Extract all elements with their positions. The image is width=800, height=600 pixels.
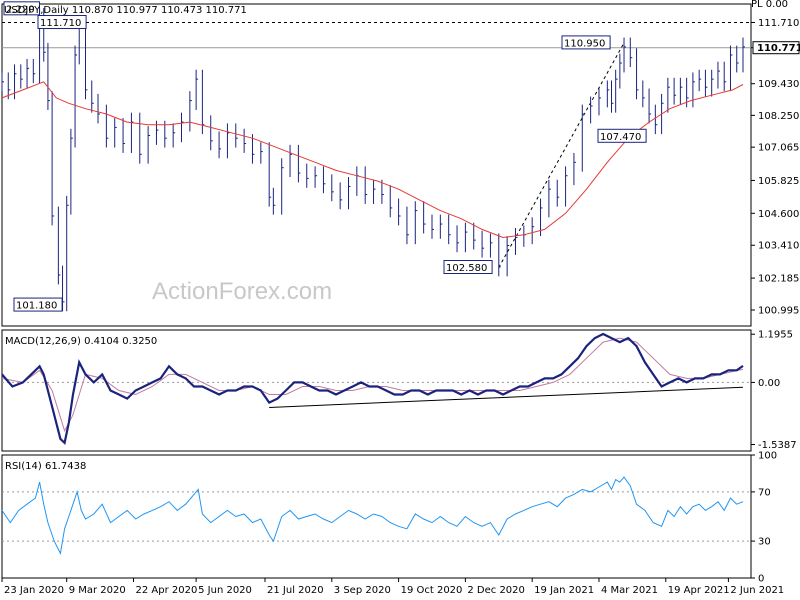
current-price-box <box>752 41 800 55</box>
macd-signal-line <box>1 337 744 433</box>
y-tick-label: 109.430 <box>758 79 799 90</box>
rsi-line <box>1 476 744 555</box>
x-tick-label: 9 Mar 2020 <box>69 585 126 596</box>
y-tick-label: 1.1955 <box>758 330 793 341</box>
rsi-title: RSI(14) 61.7438 <box>5 461 86 472</box>
x-axis: 23 Jan 2020 9 Mar 2020 22 Apr 2020 5 Jun 20… <box>1 578 784 596</box>
price-annotation-label: 107.470 <box>600 132 641 143</box>
x-tick-label: 21 Jul 2020 <box>267 585 324 596</box>
y-tick-label: 104.600 <box>758 209 799 220</box>
panel-frame <box>1 454 752 579</box>
price-annotation-label: 101.180 <box>16 301 57 312</box>
y-tick-label: 107.065 <box>758 143 799 154</box>
rsi-panel: 100 70 30 0 RSI(14) 61.7438 <box>1 451 777 585</box>
y-tick-label: 100 <box>758 451 777 462</box>
y-tick-label: 111.710 <box>758 18 799 29</box>
macd-trend-line <box>269 386 744 408</box>
macd-panel: 1.1955 0.00 -1.5387 MACD(12,26,9) 0.4104 0.… <box>1 329 797 452</box>
y-tick-label: 108.250 <box>758 111 799 122</box>
y-tick-label: 0 <box>758 574 764 585</box>
price-annotation-label: 2.220 <box>6 4 35 15</box>
price-panel: 111.710 110.771 109.430 108.250 107.065 105.8… <box>1 1 800 327</box>
panel-frame <box>1 329 752 452</box>
price-annotation-box <box>597 128 647 143</box>
y-tick-label: 103.410 <box>758 241 799 252</box>
price-annotation-label: 110.950 <box>564 38 605 49</box>
price-annotation-box <box>13 297 63 312</box>
current-price-label: 110.771 <box>757 43 800 54</box>
price-annotation-label: 102.580 <box>446 263 487 274</box>
x-tick-label: 19 Jan 2021 <box>534 585 594 596</box>
corner-tag: PL 0.00 <box>751 0 788 10</box>
x-tick-label: 5 Jun 2020 <box>198 585 252 596</box>
x-tick-label: 23 Jan 2020 <box>4 585 64 596</box>
macd-title: MACD(12,26,9) 0.4104 0.3250 <box>5 336 157 347</box>
y-tick-label: 105.825 <box>758 176 799 187</box>
x-tick-label: 4 Mar 2021 <box>601 585 658 596</box>
x-tick-label: 3 Sep 2020 <box>334 585 391 596</box>
trend-line <box>498 42 625 268</box>
price-annotation-label: 111.710 <box>40 18 81 29</box>
chart-title: USDJPY,Daily 110.870 110.977 110.473 110… <box>4 5 247 16</box>
x-tick-label: 2 Dec 2020 <box>467 585 525 596</box>
watermark-text: ActionForex.com <box>152 278 332 305</box>
price-annotation-box <box>3 1 40 16</box>
y-tick-label: 30 <box>758 537 771 548</box>
price-annotation-box <box>561 35 611 50</box>
panel-frame <box>1 3 752 327</box>
x-tick-label: 19 Apr 2021 <box>668 585 730 596</box>
y-tick-label: 100.995 <box>758 306 799 317</box>
price-annotation-box <box>443 260 493 275</box>
x-tick-label: 19 Oct 2020 <box>401 585 463 596</box>
price-annotation-box <box>37 15 87 30</box>
macd-main-line <box>1 332 744 446</box>
x-tick-label: 22 Apr 2020 <box>136 585 198 596</box>
y-tick-label: 0.00 <box>758 378 780 389</box>
y-tick-label: 102.185 <box>758 274 799 285</box>
y-tick-label: -1.5387 <box>758 440 797 451</box>
x-tick-label: 2 Jun 2021 <box>730 585 784 596</box>
y-tick-label: 70 <box>758 487 771 498</box>
